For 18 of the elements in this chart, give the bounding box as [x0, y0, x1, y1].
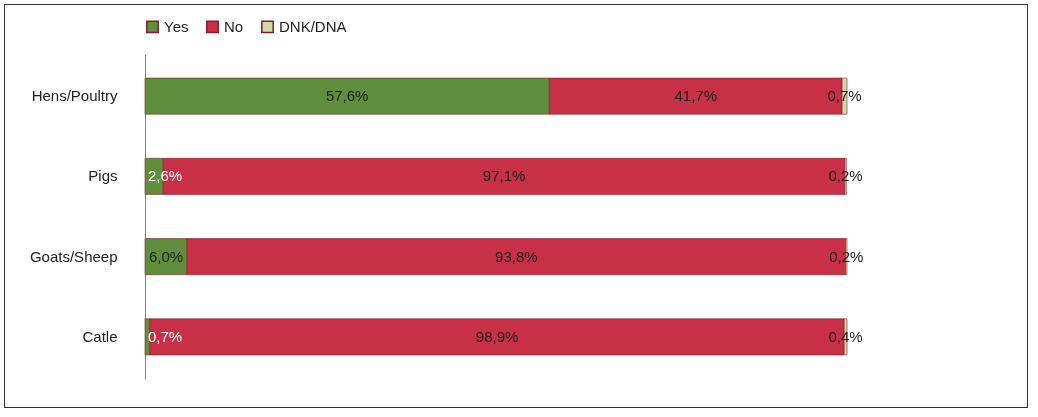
y-tick-label: Goats/Sheep	[29, 247, 118, 265]
data-label: 0,7%	[148, 327, 183, 345]
data-label: 93,8%	[495, 247, 538, 265]
legend-label: Yes	[164, 17, 189, 35]
data-label: 41,7%	[674, 87, 717, 105]
y-tick-label: Catle	[82, 327, 118, 345]
data-label: 0,4%	[828, 327, 863, 345]
data-label: 0,2%	[828, 167, 863, 185]
legend-label: No	[224, 17, 244, 35]
data-label: 6,0%	[148, 247, 184, 265]
data-label: 0,2%	[829, 247, 864, 265]
y-tick-label: Hens/Poultry	[31, 87, 118, 105]
legend-label: DNK/DNA	[279, 17, 347, 35]
data-label: 2,6%	[148, 167, 183, 185]
data-label: 98,9%	[475, 327, 519, 345]
y-tick-label: Pigs	[88, 167, 118, 185]
data-label: 97,1%	[482, 167, 526, 185]
data-label: 57,6%	[325, 87, 369, 105]
